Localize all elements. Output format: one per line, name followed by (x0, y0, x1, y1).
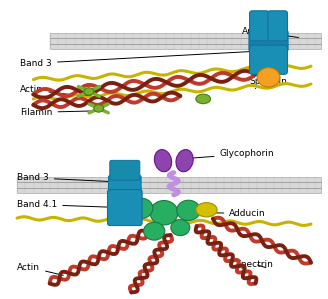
FancyBboxPatch shape (110, 160, 140, 180)
FancyBboxPatch shape (250, 45, 287, 74)
FancyBboxPatch shape (108, 190, 142, 225)
Ellipse shape (196, 94, 211, 104)
Text: Glycophorin: Glycophorin (180, 150, 274, 159)
Ellipse shape (154, 150, 172, 172)
Text: Adducin: Adducin (213, 209, 266, 218)
Bar (50, 33, 321, 49)
Ellipse shape (171, 219, 190, 236)
Text: Actin: Actin (20, 86, 80, 96)
Text: Band 4.1: Band 4.1 (17, 200, 138, 209)
Text: Ankyrin: Ankyrin (242, 28, 298, 37)
Text: Filamin: Filamin (20, 108, 96, 117)
FancyBboxPatch shape (109, 176, 141, 195)
Text: Spectrin: Spectrin (236, 260, 274, 269)
Ellipse shape (144, 222, 165, 240)
FancyBboxPatch shape (250, 11, 269, 41)
Ellipse shape (129, 198, 153, 218)
Bar (17, 177, 321, 193)
Text: Actin: Actin (17, 263, 63, 275)
Ellipse shape (176, 150, 193, 172)
Ellipse shape (196, 203, 217, 217)
Ellipse shape (257, 68, 280, 87)
FancyBboxPatch shape (268, 11, 287, 41)
Ellipse shape (84, 88, 94, 95)
Ellipse shape (94, 105, 104, 112)
Ellipse shape (150, 201, 178, 225)
Text: Band 3: Band 3 (20, 51, 253, 68)
FancyBboxPatch shape (249, 30, 288, 51)
Text: Spectrin: Spectrin (249, 77, 287, 89)
Text: Band 3: Band 3 (17, 173, 122, 182)
Ellipse shape (177, 200, 200, 220)
